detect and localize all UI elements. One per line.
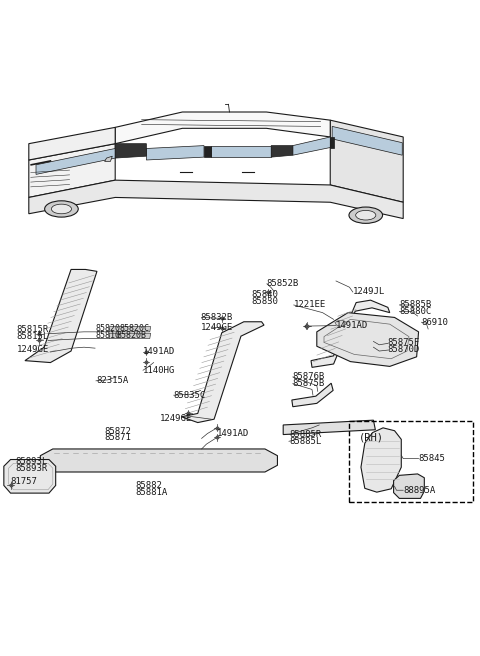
Text: 85885L: 85885L bbox=[289, 437, 321, 446]
Polygon shape bbox=[115, 112, 330, 144]
Polygon shape bbox=[25, 270, 97, 363]
Polygon shape bbox=[146, 146, 204, 160]
Ellipse shape bbox=[336, 320, 346, 326]
Text: 85875F: 85875F bbox=[388, 338, 420, 347]
Text: 1249GE: 1249GE bbox=[17, 345, 49, 354]
Polygon shape bbox=[29, 180, 403, 218]
Text: 1491AD: 1491AD bbox=[336, 321, 368, 330]
Polygon shape bbox=[181, 321, 264, 422]
Text: 1221EE: 1221EE bbox=[294, 300, 326, 310]
Polygon shape bbox=[204, 146, 211, 157]
Polygon shape bbox=[29, 144, 115, 197]
Text: 1249JL: 1249JL bbox=[353, 287, 385, 297]
Text: 85885R: 85885R bbox=[289, 430, 321, 439]
Text: 85893L: 85893L bbox=[15, 457, 48, 466]
Ellipse shape bbox=[349, 207, 383, 223]
Text: 1249GE: 1249GE bbox=[201, 323, 233, 331]
Ellipse shape bbox=[356, 211, 376, 220]
Text: 85852B: 85852B bbox=[266, 279, 299, 289]
Text: 85835C: 85835C bbox=[174, 391, 206, 400]
Text: 81757: 81757 bbox=[11, 477, 37, 486]
Text: 85880C: 85880C bbox=[399, 307, 432, 316]
Text: 85876B: 85876B bbox=[293, 373, 325, 381]
Polygon shape bbox=[29, 127, 115, 160]
Text: 1249GE: 1249GE bbox=[159, 414, 192, 422]
Polygon shape bbox=[115, 144, 146, 158]
Text: 85815L: 85815L bbox=[17, 332, 49, 341]
Text: 86910: 86910 bbox=[421, 318, 448, 327]
Text: 85820B: 85820B bbox=[116, 331, 146, 340]
Text: 1140HG: 1140HG bbox=[143, 366, 175, 375]
Text: 85870D: 85870D bbox=[388, 344, 420, 354]
Text: 1491AD: 1491AD bbox=[143, 346, 175, 356]
Polygon shape bbox=[361, 428, 401, 492]
Text: 85820: 85820 bbox=[96, 325, 121, 333]
Text: 85832B: 85832B bbox=[201, 313, 233, 322]
Ellipse shape bbox=[45, 201, 78, 217]
Text: (RH): (RH) bbox=[359, 432, 384, 442]
Polygon shape bbox=[211, 146, 271, 157]
Text: 82315A: 82315A bbox=[96, 377, 128, 385]
Polygon shape bbox=[311, 300, 390, 367]
Text: 85882: 85882 bbox=[135, 481, 162, 490]
Polygon shape bbox=[40, 449, 277, 472]
Text: 85830: 85830 bbox=[251, 297, 278, 306]
Polygon shape bbox=[36, 148, 115, 174]
Polygon shape bbox=[271, 146, 293, 157]
Text: 85840: 85840 bbox=[251, 290, 278, 299]
Polygon shape bbox=[109, 327, 151, 332]
Text: 88895A: 88895A bbox=[403, 485, 435, 495]
Bar bbox=[349, 421, 473, 502]
Text: 85875B: 85875B bbox=[293, 379, 325, 388]
Polygon shape bbox=[330, 137, 334, 148]
Text: 85872: 85872 bbox=[105, 426, 132, 436]
Polygon shape bbox=[105, 156, 112, 161]
Polygon shape bbox=[283, 420, 375, 434]
Polygon shape bbox=[317, 313, 419, 367]
Text: 85881A: 85881A bbox=[135, 487, 168, 497]
Polygon shape bbox=[394, 474, 424, 499]
Text: 85871: 85871 bbox=[105, 434, 132, 442]
Text: 85820C: 85820C bbox=[119, 325, 149, 333]
Polygon shape bbox=[4, 459, 56, 493]
Text: 85845: 85845 bbox=[419, 454, 445, 463]
Text: 85810: 85810 bbox=[96, 331, 121, 340]
Ellipse shape bbox=[51, 204, 72, 214]
Text: 85815R: 85815R bbox=[17, 325, 49, 335]
Polygon shape bbox=[330, 120, 403, 202]
Polygon shape bbox=[332, 127, 402, 155]
Polygon shape bbox=[292, 383, 333, 407]
Text: 1491AD: 1491AD bbox=[217, 429, 249, 438]
Text: 85893R: 85893R bbox=[15, 464, 48, 473]
Text: 85885B: 85885B bbox=[399, 300, 432, 310]
Polygon shape bbox=[293, 137, 330, 155]
Polygon shape bbox=[109, 333, 151, 338]
